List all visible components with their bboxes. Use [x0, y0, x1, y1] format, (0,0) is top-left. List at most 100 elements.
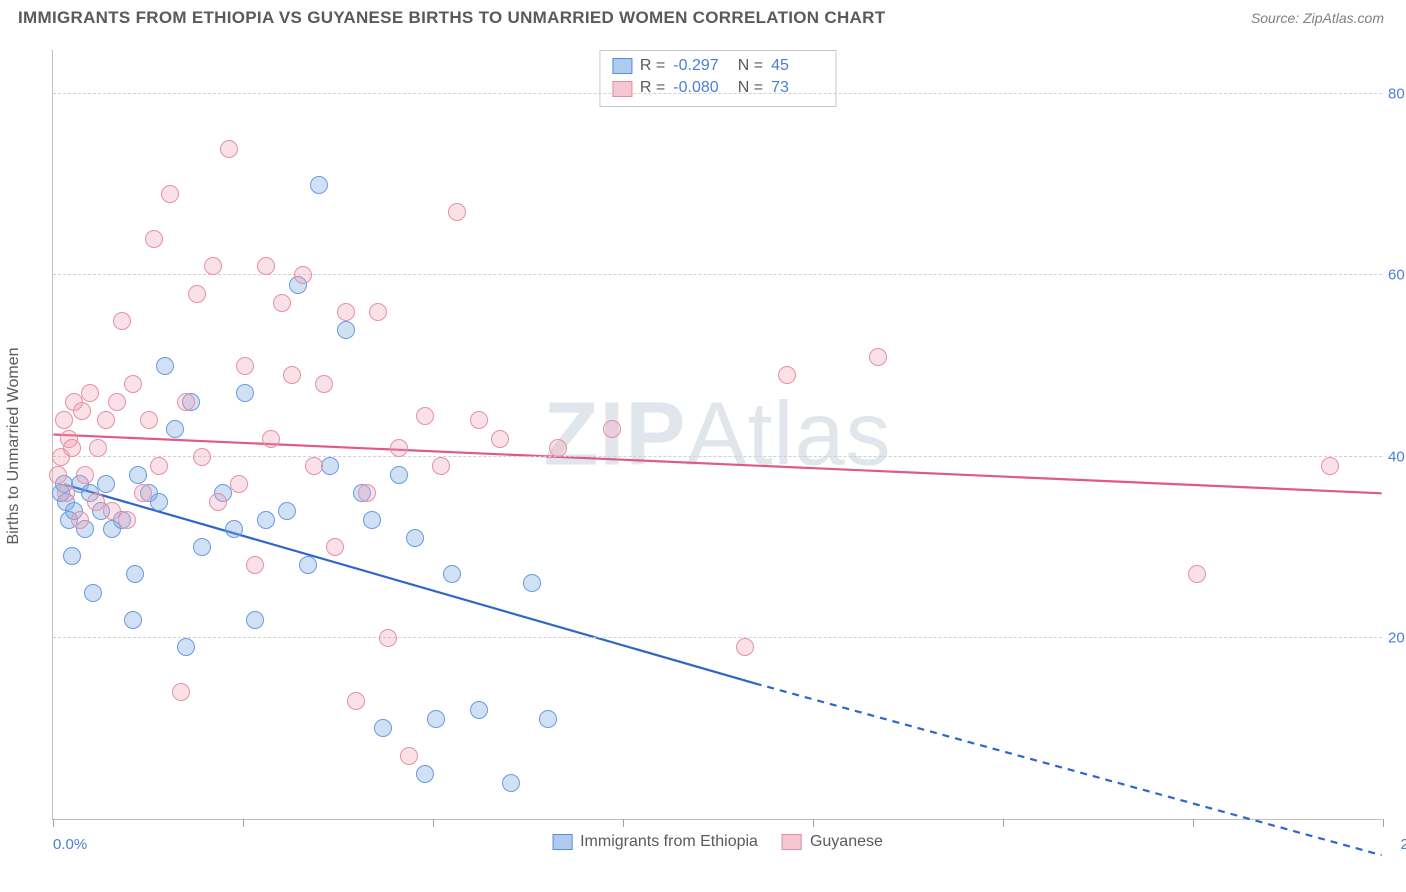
data-point [400, 747, 418, 765]
data-point [321, 457, 339, 475]
data-point [305, 457, 323, 475]
y-tick-label: 40.0% [1388, 448, 1406, 465]
data-point [172, 683, 190, 701]
stats-row-ethiopia: R = -0.297 N = 45 [612, 55, 823, 77]
data-point [129, 466, 147, 484]
data-point [523, 574, 541, 592]
x-tick [433, 819, 434, 827]
y-tick-label: 20.0% [1388, 629, 1406, 646]
data-point [188, 285, 206, 303]
data-point [108, 393, 126, 411]
x-tick [1383, 819, 1384, 827]
r-label: R = [640, 77, 665, 99]
data-point [539, 710, 557, 728]
data-point [236, 384, 254, 402]
data-point [406, 529, 424, 547]
data-point [778, 366, 796, 384]
gridline [53, 93, 1382, 94]
data-point [84, 584, 102, 602]
source-label: Source: [1251, 10, 1303, 26]
n-label: N = [733, 77, 763, 99]
data-point [1321, 457, 1339, 475]
data-point [294, 266, 312, 284]
data-point [57, 484, 75, 502]
data-point [166, 420, 184, 438]
data-point [379, 629, 397, 647]
legend-swatch-guyanese [782, 834, 802, 850]
data-point [443, 565, 461, 583]
data-point [736, 638, 754, 656]
chart-title: IMMIGRANTS FROM ETHIOPIA VS GUYANESE BIR… [18, 8, 885, 28]
n-value-ethiopia: 45 [771, 55, 823, 77]
data-point [177, 638, 195, 656]
data-point [63, 439, 81, 457]
data-point [310, 176, 328, 194]
data-point [209, 493, 227, 511]
data-point [89, 439, 107, 457]
x-tick [243, 819, 244, 827]
watermark-light: Atlas [686, 384, 891, 484]
data-point [76, 466, 94, 484]
data-point [257, 511, 275, 529]
data-point [140, 411, 158, 429]
correlation-stats-box: R = -0.297 N = 45 R = -0.080 N = 73 [599, 50, 836, 107]
x-tick [53, 819, 54, 827]
legend-swatch-ethiopia [552, 834, 572, 850]
r-value-guyanese: -0.080 [673, 77, 725, 99]
series-legend: Immigrants from Ethiopia Guyanese [546, 833, 889, 851]
data-point [204, 257, 222, 275]
data-point [126, 565, 144, 583]
trend-lines [53, 50, 1382, 819]
n-label: N = [733, 55, 763, 77]
data-point [470, 701, 488, 719]
data-point [369, 303, 387, 321]
data-point [124, 375, 142, 393]
data-point [150, 457, 168, 475]
data-point [347, 692, 365, 710]
gridline [53, 637, 1382, 638]
data-point [246, 556, 264, 574]
source-value: ZipAtlas.com [1303, 10, 1384, 26]
data-point [63, 547, 81, 565]
data-point [363, 511, 381, 529]
data-point [502, 774, 520, 792]
data-point [71, 511, 89, 529]
data-point [358, 484, 376, 502]
data-point [55, 411, 73, 429]
data-point [118, 511, 136, 529]
data-point [257, 257, 275, 275]
data-point [326, 538, 344, 556]
data-point [416, 407, 434, 425]
x-tick [813, 819, 814, 827]
x-tick-label: 25.0% [1400, 836, 1406, 853]
chart-header: IMMIGRANTS FROM ETHIOPIA VS GUYANESE BIR… [0, 0, 1406, 32]
data-point [427, 710, 445, 728]
legend-label-guyanese: Guyanese [810, 833, 883, 851]
r-value-ethiopia: -0.297 [673, 55, 725, 77]
y-axis-label: Births to Unmarried Women [5, 347, 23, 544]
source-attribution: Source: ZipAtlas.com [1251, 10, 1384, 26]
n-value-guyanese: 73 [771, 77, 823, 99]
data-point [491, 430, 509, 448]
data-point [869, 348, 887, 366]
swatch-ethiopia [612, 58, 632, 74]
data-point [177, 393, 195, 411]
data-point [432, 457, 450, 475]
data-point [81, 384, 99, 402]
y-tick-label: 80.0% [1388, 86, 1406, 103]
data-point [150, 493, 168, 511]
data-point [390, 439, 408, 457]
legend-label-ethiopia: Immigrants from Ethiopia [580, 833, 758, 851]
data-point [230, 475, 248, 493]
data-point [315, 375, 333, 393]
y-tick-label: 60.0% [1388, 267, 1406, 284]
data-point [470, 411, 488, 429]
data-point [97, 411, 115, 429]
data-point [156, 357, 174, 375]
data-point [337, 303, 355, 321]
data-point [246, 611, 264, 629]
data-point [113, 312, 131, 330]
x-tick [1003, 819, 1004, 827]
data-point [273, 294, 291, 312]
data-point [390, 466, 408, 484]
